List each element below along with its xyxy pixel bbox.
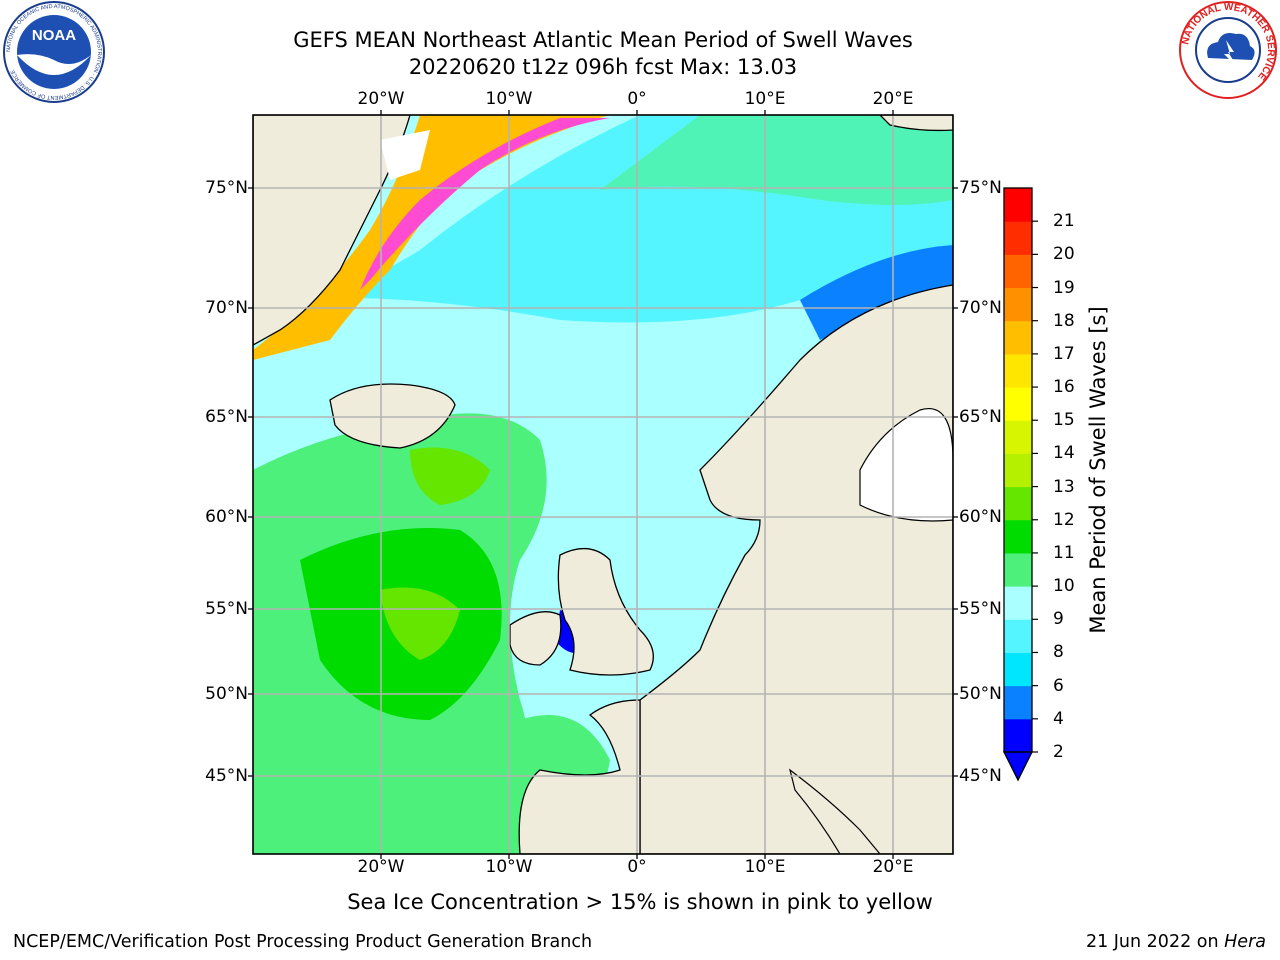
credit-date: 21 Jun 2022 on Hera bbox=[1086, 932, 1266, 952]
map-title: GEFS MEAN Northeast Atlantic Mean Period… bbox=[293, 28, 913, 52]
lat-label-right-45n: 45°N bbox=[959, 766, 1002, 786]
nws-logo: NATIONAL WEATHER SERVICE bbox=[1179, 1, 1277, 99]
lon-label-bottom-20w: 20°W bbox=[357, 857, 405, 877]
colorbar-tick-label-9: 9 bbox=[1053, 609, 1064, 630]
credit-machine: Hera bbox=[1224, 932, 1266, 952]
lat-label-left-55n: 55°N bbox=[205, 599, 248, 619]
lon-label-bottom-20e: 20°E bbox=[872, 857, 914, 877]
colorbar-cell-10 bbox=[1004, 552, 1032, 587]
lon-label-bottom-10w: 10°W bbox=[485, 857, 533, 877]
lon-label-top-10e: 10°E bbox=[744, 89, 786, 109]
colorbar-tick-label-21: 21 bbox=[1053, 211, 1075, 232]
colorbar-cell-4 bbox=[1004, 685, 1032, 720]
lon-label-bottom-10e: 10°E bbox=[744, 857, 786, 877]
colorbar-cell-11 bbox=[1004, 519, 1032, 554]
colorbar-cell-9 bbox=[1004, 586, 1032, 620]
colorbar-cell-8 bbox=[1004, 619, 1032, 653]
lat-label-left-65n: 65°N bbox=[205, 407, 248, 427]
colorbar-cell-16 bbox=[1004, 353, 1032, 388]
lat-label-right-65n: 65°N bbox=[959, 407, 1002, 427]
lon-label-top-0: 0° bbox=[627, 89, 647, 109]
colorbar-cell-21 bbox=[1004, 188, 1032, 222]
lon-label-top-20w: 20°W bbox=[357, 89, 405, 109]
colorbar-tick-label-10: 10 bbox=[1053, 576, 1075, 597]
colorbar-tick-label-13: 13 bbox=[1053, 476, 1075, 497]
lat-label-left-45n: 45°N bbox=[205, 766, 248, 786]
colorbar-cell-2 bbox=[1004, 718, 1032, 753]
lat-label-right-60n: 60°N bbox=[959, 507, 1002, 527]
lat-label-left-75n: 75°N bbox=[205, 178, 248, 198]
colorbar-border bbox=[1003, 187, 1033, 753]
noaa-logo: NOAA NATIONAL OCEANIC AND ATMOSPHERIC AD… bbox=[3, 1, 105, 103]
colorbar-tick-label-20: 20 bbox=[1053, 244, 1075, 265]
colorbar-tick-label-19: 19 bbox=[1053, 277, 1075, 298]
lat-label-left-70n: 70°N bbox=[205, 298, 248, 318]
lat-label-left-60n: 60°N bbox=[205, 507, 248, 527]
colorbar-tick-label-4: 4 bbox=[1053, 708, 1064, 729]
lat-label-right-50n: 50°N bbox=[959, 684, 1002, 704]
colorbar-label: Mean Period of Swell Waves [s] bbox=[1086, 306, 1110, 634]
colorbar-cell-12 bbox=[1004, 486, 1032, 521]
sea-ice-note: Sea Ice Concentration > 15% is shown in … bbox=[347, 890, 933, 914]
lon-label-bottom-0: 0° bbox=[627, 857, 647, 877]
colorbar-tick-label-11: 11 bbox=[1053, 542, 1075, 563]
colorbar-tick-label-16: 16 bbox=[1053, 377, 1075, 398]
colorbar-cell-20 bbox=[1004, 221, 1032, 255]
colorbar-cell-17 bbox=[1004, 320, 1032, 355]
map-ticks bbox=[248, 110, 958, 859]
map-border bbox=[252, 114, 954, 855]
colorbar-cell-14 bbox=[1004, 420, 1032, 454]
colorbar-cell-18 bbox=[1004, 287, 1032, 322]
colorbar-tick-label-8: 8 bbox=[1053, 642, 1064, 663]
lat-label-right-70n: 70°N bbox=[959, 298, 1002, 318]
colorbar-cell-19 bbox=[1004, 254, 1032, 289]
lat-label-right-55n: 55°N bbox=[959, 599, 1002, 619]
map-subtitle: 20220620 t12z 096h fcst Max: 13.03 bbox=[408, 55, 798, 79]
lon-label-top-10w: 10°W bbox=[485, 89, 533, 109]
svg-text:NOAA: NOAA bbox=[32, 27, 76, 44]
colorbar-cell-6 bbox=[1004, 652, 1032, 687]
colorbar-tick-label-15: 15 bbox=[1053, 410, 1075, 431]
lat-label-right-75n: 75°N bbox=[959, 178, 1002, 198]
lat-label-left-50n: 50°N bbox=[205, 684, 248, 704]
colorbar-cell-15 bbox=[1004, 387, 1032, 421]
colorbar-extend-triangle bbox=[1002, 751, 1034, 782]
colorbar-tick-label-6: 6 bbox=[1053, 675, 1064, 696]
colorbar-cell-13 bbox=[1004, 453, 1032, 488]
graticule bbox=[253, 115, 953, 854]
credit-organization: NCEP/EMC/Verification Post Processing Pr… bbox=[13, 932, 593, 952]
lon-label-top-20e: 20°E bbox=[872, 89, 914, 109]
colorbar-tick-label-2: 2 bbox=[1053, 742, 1064, 762]
map-field bbox=[253, 115, 953, 854]
colorbar-tick-label-12: 12 bbox=[1053, 509, 1075, 530]
credit-date-text: 21 Jun 2022 on bbox=[1085, 932, 1225, 952]
colorbar-tick-label-17: 17 bbox=[1053, 343, 1075, 364]
colorbar-tick-label-18: 18 bbox=[1053, 310, 1075, 331]
colorbar-tick-label-14: 14 bbox=[1053, 443, 1075, 464]
